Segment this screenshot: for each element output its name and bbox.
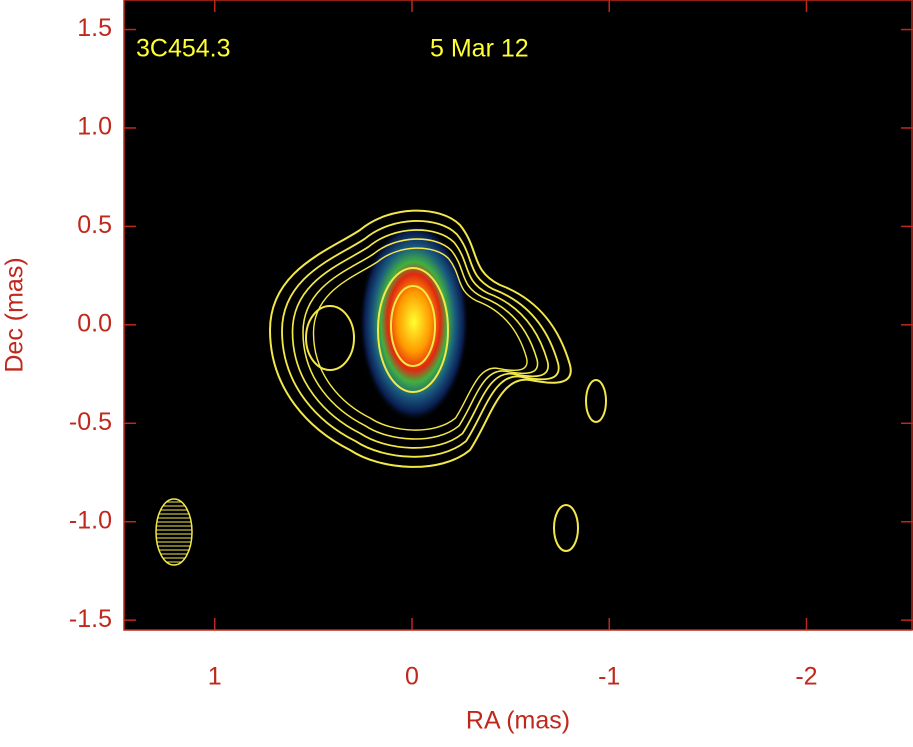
y-tick-label: -0.5 (69, 408, 112, 436)
plot-area (124, 0, 913, 630)
x-tick-label: -2 (795, 663, 817, 691)
y-tick-label: 1.5 (77, 14, 112, 42)
y-axis-label: Dec (mas) (1, 257, 29, 372)
plot-frame (123, 0, 913, 631)
y-tick-label: 0.5 (77, 211, 112, 239)
x-axis-label: RA (mas) (466, 707, 570, 735)
x-tick-label: 1 (208, 663, 222, 691)
y-tick-label: -1.5 (69, 605, 112, 633)
image (155, 209, 607, 566)
y-tick-label: 1.0 (77, 113, 112, 141)
y-tick-label: -1.0 (69, 506, 112, 534)
y-tick-label: 0.0 (77, 309, 112, 337)
source-label: 3C454.3 (136, 35, 231, 63)
date-label: 5 Mar 12 (430, 35, 529, 63)
x-tick-label: 0 (405, 663, 419, 691)
x-tick-label: -1 (598, 663, 620, 691)
